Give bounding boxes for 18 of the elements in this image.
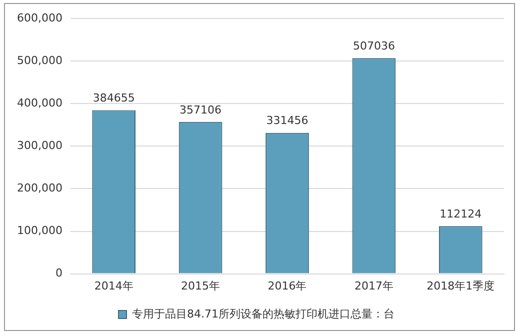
y-tick-label: 600,000 xyxy=(16,11,62,24)
data-label: 331456 xyxy=(266,114,308,128)
y-tick-label: 100,000 xyxy=(16,224,62,238)
x-tick-label: 2017年 xyxy=(354,279,394,292)
y-tick-label: 400,000 xyxy=(16,96,62,110)
x-tick-label: 2014年 xyxy=(94,279,134,292)
x-tick-label: 2016年 xyxy=(268,279,307,292)
y-tick-label: 500,000 xyxy=(16,54,62,67)
y-tick-label: 300,000 xyxy=(16,139,62,152)
data-label: 112124 xyxy=(440,207,482,220)
data-label: 507036 xyxy=(352,40,395,52)
legend-label: 专用于品目84.71所列设备的热敏打印机进口总量：台 xyxy=(132,307,395,320)
x-tick-label: 2015年 xyxy=(181,279,220,292)
y-tick-label: 0 xyxy=(55,266,62,280)
data-label: 384655 xyxy=(92,92,135,105)
y-tick-label: 200,000 xyxy=(16,182,62,195)
x-tick-label: 2018年1季度 xyxy=(426,279,495,292)
data-label: 357106 xyxy=(180,103,222,116)
